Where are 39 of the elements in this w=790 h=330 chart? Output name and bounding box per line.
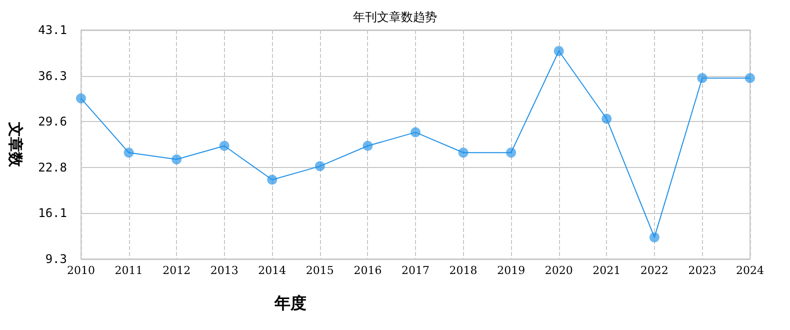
y-tick-label: 22.8 xyxy=(38,160,67,175)
x-tick-label: 2016 xyxy=(354,264,382,277)
point xyxy=(172,154,182,164)
x-tick-label: 2023 xyxy=(688,264,716,277)
x-tick-label: 2014 xyxy=(258,264,286,277)
point xyxy=(219,140,230,151)
point xyxy=(410,127,420,138)
point xyxy=(314,161,325,172)
x-tick-label: 2013 xyxy=(210,264,238,277)
x-tick-label: 2012 xyxy=(162,264,191,277)
y-tick-label: 29.6 xyxy=(38,114,67,128)
point xyxy=(362,140,373,151)
chart-title: 年刊文章数趋势 xyxy=(353,10,437,24)
y-axis-title: 文章数 xyxy=(6,121,24,168)
point xyxy=(267,174,278,185)
x-tick-label: 2019 xyxy=(497,264,526,277)
point xyxy=(602,114,612,124)
point xyxy=(458,148,468,158)
x-tick-label: 2024 xyxy=(736,264,764,277)
y-tick-label: 16.1 xyxy=(38,206,67,220)
x-tick-label: 2010 xyxy=(67,264,95,277)
y-tick-label: 9.3 xyxy=(45,252,67,266)
point xyxy=(76,93,86,104)
x-tick-label: 2017 xyxy=(402,264,430,277)
x-tick-label: 2018 xyxy=(449,264,478,277)
point xyxy=(554,46,564,56)
x-tick-label: 2011 xyxy=(114,264,143,277)
point xyxy=(649,232,660,242)
x-tick-label: 2020 xyxy=(544,264,573,277)
x-axis-title: 年度 xyxy=(274,294,306,312)
x-tick-label: 2022 xyxy=(640,264,668,277)
point xyxy=(506,148,516,158)
y-tick-label: 36.3 xyxy=(38,69,67,84)
point xyxy=(745,73,755,84)
x-tick-label: 2021 xyxy=(592,264,621,277)
x-tick-label: 2015 xyxy=(306,264,334,277)
point xyxy=(124,148,134,158)
point xyxy=(697,73,708,84)
y-tick-label: 43.1 xyxy=(38,23,67,37)
